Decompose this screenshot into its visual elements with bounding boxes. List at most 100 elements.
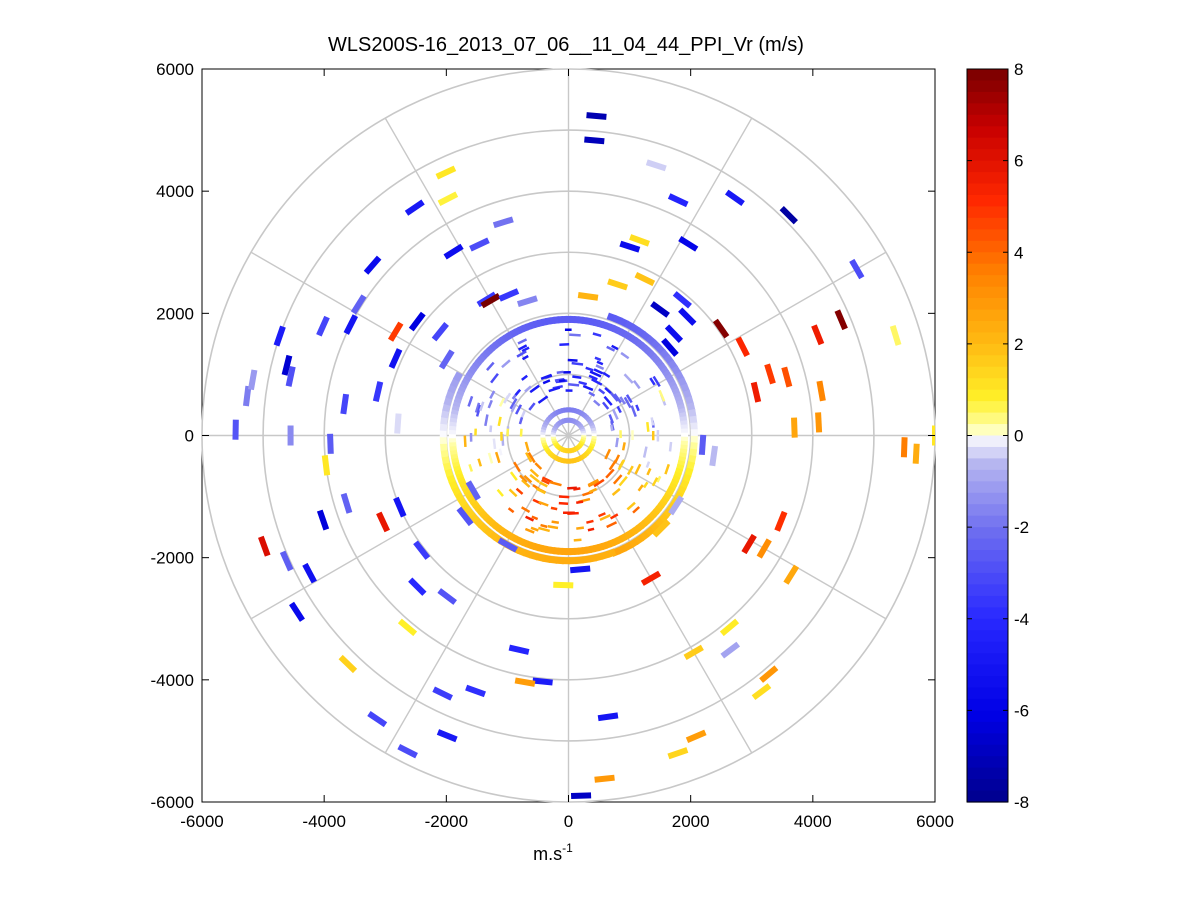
y-tick-label: -6000 xyxy=(151,793,194,812)
ring-gate xyxy=(554,422,561,429)
ring-gate xyxy=(492,339,502,349)
ring-gate xyxy=(465,492,475,502)
ring-gate xyxy=(440,415,449,425)
inner-gate xyxy=(650,417,655,426)
inner-gate xyxy=(494,451,501,464)
colorbar-tick-label: 4 xyxy=(1014,243,1023,262)
inner-gate xyxy=(619,396,626,405)
ring-gate xyxy=(660,366,670,375)
colorbar-swatch xyxy=(967,275,1008,288)
colorbar-swatch xyxy=(967,779,1008,792)
velocity-bin xyxy=(281,354,293,376)
y-tick-label: -2000 xyxy=(151,549,194,568)
inner-gate xyxy=(527,452,536,464)
ring-gate xyxy=(555,556,565,565)
ring-gate xyxy=(580,411,587,418)
ring-gate xyxy=(486,517,496,527)
inner-gate xyxy=(567,358,578,362)
inner-gate xyxy=(529,473,540,483)
velocity-bin xyxy=(397,618,418,637)
inner-gate xyxy=(588,374,598,381)
colorbar-swatch xyxy=(967,687,1008,700)
inner-gate xyxy=(548,386,561,393)
colorbar-tick-label: 8 xyxy=(1014,60,1023,79)
velocity-bin xyxy=(431,322,449,342)
velocity-bin xyxy=(327,433,334,454)
ring-gate xyxy=(650,353,660,363)
ring-gate xyxy=(566,417,571,423)
inner-gate xyxy=(541,476,553,484)
velocity-bin xyxy=(889,325,902,346)
inner-gate xyxy=(516,350,527,358)
ring-gate xyxy=(563,407,569,413)
ring-gate xyxy=(556,444,563,451)
inner-gate xyxy=(596,360,604,366)
colorbar-swatch xyxy=(967,126,1008,139)
colorbar-swatch xyxy=(967,366,1008,379)
velocity-bin xyxy=(720,641,741,659)
ring-gate xyxy=(647,511,657,521)
svg-text:m.s-1: m.s-1 xyxy=(533,841,573,864)
velocity-bin xyxy=(316,509,330,531)
colorbar-swatch xyxy=(967,458,1008,471)
colorbar-swatch xyxy=(967,607,1008,620)
ring-gate xyxy=(548,451,555,458)
inner-gate xyxy=(592,332,602,338)
velocity-bin xyxy=(719,618,740,637)
inner-gate xyxy=(549,480,562,487)
velocity-bin xyxy=(685,729,707,743)
ring-gate xyxy=(492,522,502,532)
ring-gate xyxy=(544,447,551,454)
colorbar-swatch xyxy=(967,527,1008,540)
inner-gate xyxy=(645,461,651,469)
inner-gate xyxy=(519,428,523,437)
velocity-bin xyxy=(532,677,553,686)
ring-gate xyxy=(690,435,698,445)
ring-gate xyxy=(580,453,587,460)
y-tick-label: 2000 xyxy=(156,304,194,323)
velocity-bin xyxy=(594,774,615,783)
velocity-bin xyxy=(900,437,908,458)
ring-gate xyxy=(475,505,485,515)
radial-velocity-bins xyxy=(232,112,935,800)
inner-gate xyxy=(586,519,594,524)
ring-gate xyxy=(475,356,485,366)
inner-gate xyxy=(541,478,550,485)
inner-gate xyxy=(602,371,611,378)
inner-gate xyxy=(623,373,634,384)
velocity-bin xyxy=(397,743,418,759)
ring-gate xyxy=(439,435,447,445)
velocity-bin xyxy=(514,677,536,687)
inner-gate xyxy=(489,390,496,400)
inner-gate xyxy=(593,478,605,488)
inner-gate xyxy=(626,501,636,511)
inner-gate xyxy=(576,526,585,530)
colorbar-swatch xyxy=(967,424,1008,437)
ring-gate xyxy=(664,373,674,382)
velocity-bin xyxy=(258,535,271,557)
inner-gate xyxy=(515,404,523,415)
inner-gate xyxy=(518,417,524,425)
velocity-bin xyxy=(438,349,455,370)
inner-gate xyxy=(497,416,502,427)
velocity-bin xyxy=(811,324,825,346)
x-tick-label: -4000 xyxy=(302,812,345,831)
inner-gate xyxy=(521,354,529,361)
velocity-bin xyxy=(774,510,788,532)
velocity-bin xyxy=(834,309,848,331)
inner-gate xyxy=(606,521,618,529)
velocity-bin xyxy=(751,683,772,701)
inner-gate xyxy=(620,351,630,360)
ring-gate xyxy=(584,449,591,456)
ring-gate xyxy=(660,496,670,505)
colorbar-swatch xyxy=(967,401,1008,414)
inner-gate xyxy=(525,515,535,522)
ring-gate xyxy=(644,347,654,357)
ring-gate xyxy=(461,376,471,386)
velocity-bin xyxy=(619,240,641,253)
inner-gate xyxy=(506,428,510,437)
inner-gate xyxy=(582,384,594,392)
inner-gate xyxy=(556,370,564,374)
inner-gate xyxy=(613,393,622,404)
velocity-bin xyxy=(492,216,514,229)
